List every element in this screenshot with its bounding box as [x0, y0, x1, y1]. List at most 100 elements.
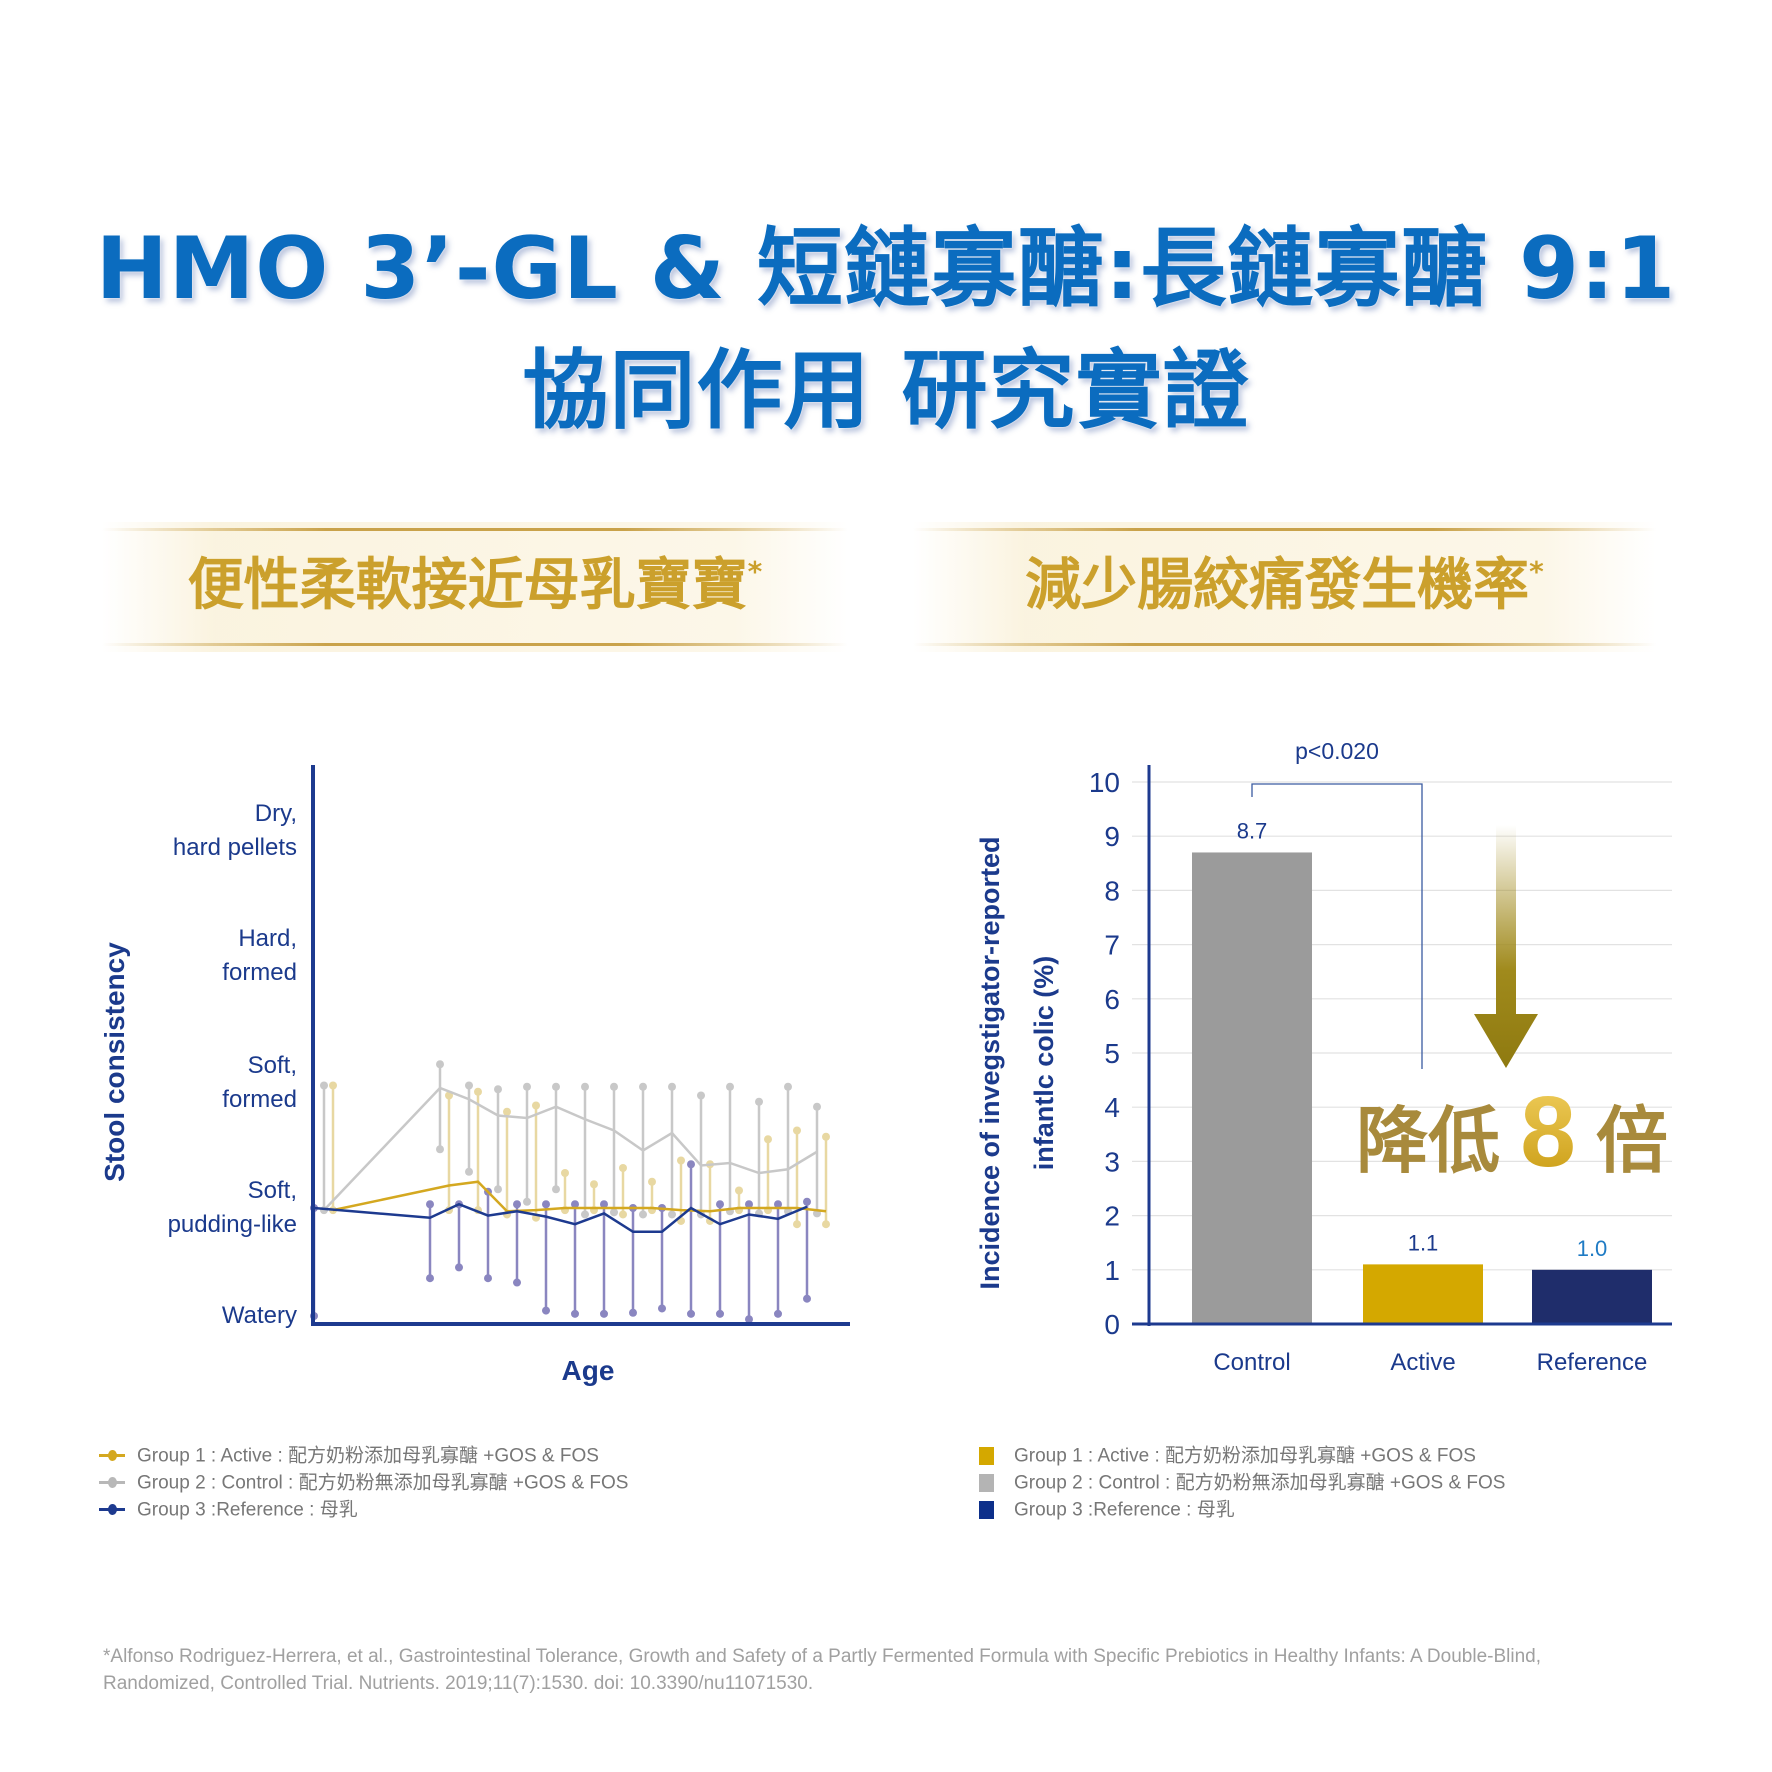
series-line-1	[332, 1180, 827, 1213]
error-cap-lower	[610, 1208, 618, 1217]
footnote-mark: *	[1529, 555, 1544, 588]
dot-icon	[108, 1504, 117, 1516]
error-cap-upper	[465, 1081, 473, 1090]
stool-consistency-chart: Stool consistency Age	[99, 765, 850, 1386]
series-1	[329, 1081, 830, 1229]
y-tick-label: 2	[1104, 1201, 1120, 1232]
x-category-label: Reference	[1537, 1349, 1648, 1376]
error-cap-lower	[822, 1220, 830, 1229]
y-category-label: Dry, hard pellets	[173, 797, 297, 865]
error-cap-upper	[494, 1085, 502, 1094]
error-cap-lower	[465, 1167, 473, 1176]
x-category-label: Active	[1390, 1349, 1455, 1376]
error-cap-lower	[600, 1309, 608, 1318]
legend-item: Group 2 : Control : 配方奶粉無添加母乳寡醣 +GOS & F…	[979, 1473, 1505, 1492]
y-tick-label: 5	[1104, 1038, 1120, 1069]
y-category-label: Hard, formed	[222, 922, 297, 990]
footnote-line2: Randomized, Controlled Trial. Nutrients.…	[103, 1673, 814, 1694]
error-cap-upper	[784, 1082, 792, 1091]
series-line-0	[323, 1086, 818, 1212]
y-tick-label: 8	[1104, 875, 1120, 906]
error-cap-lower	[426, 1274, 434, 1283]
error-cap-upper	[320, 1081, 328, 1090]
error-cap-lower	[513, 1278, 521, 1287]
legend-label: Group 2 : Control : 配方奶粉無添加母乳寡醣 +GOS & F…	[137, 1472, 629, 1494]
error-cap-upper	[503, 1107, 511, 1116]
error-cap-upper	[716, 1200, 724, 1209]
banner-stool: 便性柔軟接近母乳寶寶*	[102, 522, 848, 652]
error-cap-lower	[436, 1145, 444, 1154]
error-cap-upper	[668, 1082, 676, 1091]
error-cap-upper	[542, 1200, 550, 1209]
footnote-line1: *Alfonso Rodriguez-Herrera, et al., Gast…	[103, 1646, 1541, 1667]
line-marker-icon	[99, 1504, 125, 1516]
line-marker-icon	[99, 1450, 125, 1462]
error-cap-lower	[774, 1309, 782, 1318]
y-category-label-line: Soft,	[247, 1177, 297, 1204]
legend-item: Group 3 :Reference : 母乳	[979, 1500, 1235, 1519]
y-category-label-line: formed	[222, 1086, 297, 1113]
series-0	[320, 1060, 821, 1219]
page-title-line1: HMO 3’-GL & 短鏈寡醣:長鏈寡醣 9:1	[95, 219, 1677, 319]
y-tick-label: 3	[1104, 1146, 1120, 1177]
bar-chart-ylabel-line1: Incidence of invegstigator-reported	[975, 836, 1005, 1289]
banner-colic: 減少腸絞痛發生機率*	[913, 522, 1656, 652]
error-cap-lower	[484, 1274, 492, 1283]
y-tick-label: 6	[1104, 984, 1120, 1015]
square-marker-icon	[979, 1446, 994, 1465]
callout-post: 倍	[1596, 1102, 1668, 1182]
error-cap-upper	[581, 1082, 589, 1091]
y-tick-label: 9	[1104, 821, 1120, 852]
legend-item: Group 1 : Active : 配方奶粉添加母乳寡醣 +GOS & FOS	[99, 1446, 599, 1465]
y-category-label: Watery	[222, 1299, 297, 1333]
legend-item: Group 1 : Active : 配方奶粉添加母乳寡醣 +GOS & FOS	[979, 1446, 1476, 1465]
legend-label: Group 2 : Control : 配方奶粉無添加母乳寡醣 +GOS & F…	[1014, 1472, 1506, 1494]
y-tick-label: 7	[1104, 930, 1120, 961]
y-category-label-line: Dry,	[254, 800, 297, 827]
error-cap-upper	[803, 1197, 811, 1206]
y-category-label-line: pudding-like	[167, 1211, 297, 1238]
error-cap-lower	[716, 1309, 724, 1318]
error-cap-upper	[552, 1082, 560, 1091]
error-cap-upper	[735, 1186, 743, 1195]
legend-label: Group 3 :Reference : 母乳	[1014, 1499, 1235, 1521]
dot-icon	[108, 1450, 117, 1462]
bar-value-label: 1.1	[1408, 1230, 1439, 1255]
error-cap-upper	[774, 1200, 782, 1209]
bar-chart-ylabel-line2: infantlc colic (%)	[1029, 956, 1059, 1171]
error-cap-upper	[677, 1156, 685, 1165]
legend-item: Group 3 :Reference : 母乳	[99, 1500, 358, 1519]
error-cap-upper	[600, 1200, 608, 1209]
legend-label: Group 1 : Active : 配方奶粉添加母乳寡醣 +GOS & FOS	[137, 1445, 599, 1467]
y-category-label: Soft, pudding-like	[168, 1174, 297, 1242]
error-cap-upper	[523, 1082, 531, 1091]
legend-label: Group 3 :Reference : 母乳	[137, 1499, 358, 1521]
down-arrow-icon	[1474, 825, 1538, 1068]
error-cap-upper	[436, 1060, 444, 1069]
error-cap-upper	[764, 1135, 772, 1144]
callout-pre: 降低	[1356, 1102, 1500, 1182]
legend-label: Group 1 : Active : 配方奶粉添加母乳寡醣 +GOS & FOS	[1014, 1445, 1476, 1467]
colic-incidence-chart: Incidence of invegstigator-reported infa…	[975, 738, 1672, 1376]
y-category-label: Soft, formed	[222, 1049, 297, 1117]
y-tick-label: 10	[1089, 767, 1120, 798]
line-chart-xlabel: Age	[562, 1355, 615, 1386]
error-cap-upper	[513, 1200, 521, 1209]
error-cap-upper	[639, 1082, 647, 1091]
y-tick-label: 4	[1104, 1092, 1120, 1123]
error-cap-lower	[455, 1263, 463, 1272]
bar-reference	[1532, 1269, 1652, 1324]
square-marker-icon	[979, 1500, 994, 1519]
error-cap-lower	[619, 1210, 627, 1219]
error-cap-upper	[590, 1180, 598, 1189]
banner-stool-text: 便性柔軟接近母乳寶寶	[187, 553, 748, 618]
error-cap-upper	[561, 1169, 569, 1177]
error-cap-upper	[532, 1101, 540, 1110]
error-cap-lower	[668, 1210, 676, 1219]
error-cap-upper	[571, 1200, 579, 1209]
error-cap-lower	[523, 1197, 531, 1206]
page-title-line2: 協同作用 研究實證	[522, 341, 1250, 441]
y-category-label-line: Soft,	[247, 1052, 297, 1079]
y-tick-label: 1	[1104, 1255, 1120, 1286]
